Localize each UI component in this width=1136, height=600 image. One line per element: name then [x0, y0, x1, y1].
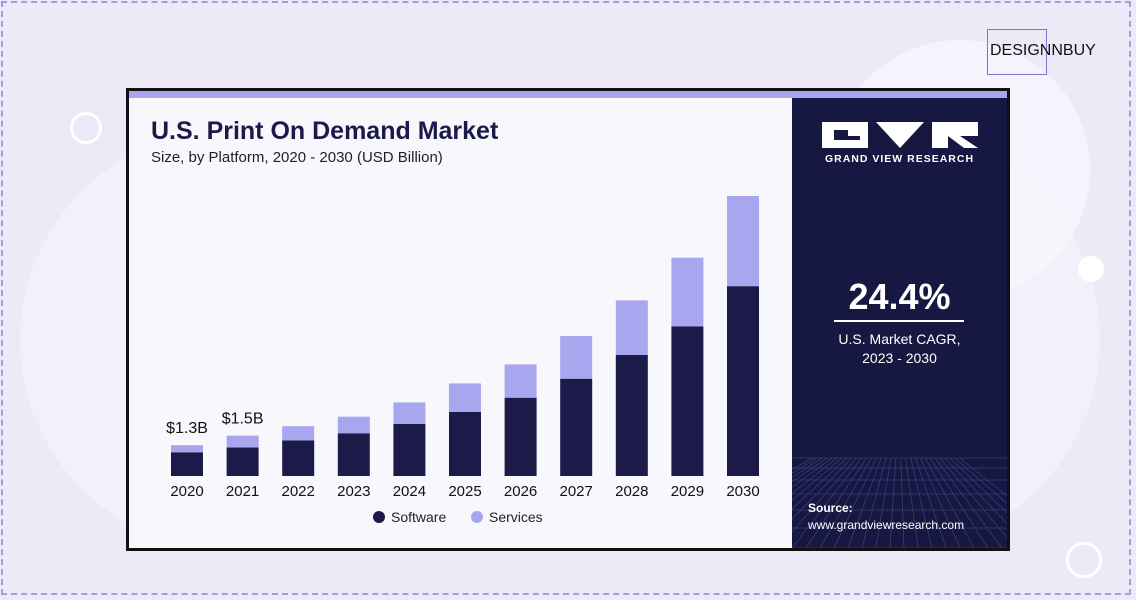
bar-software-2027	[560, 378, 593, 476]
x-tick-label: 2022	[282, 483, 315, 500]
bar-software-2028	[615, 354, 648, 476]
bar-services-2029	[671, 257, 704, 327]
bar-services-2021	[226, 435, 259, 448]
cagr-value: 24.4%	[848, 276, 951, 317]
bar-services-2024	[393, 402, 426, 424]
x-tick-label: 2021	[226, 483, 259, 500]
bar-software-2020	[171, 452, 203, 476]
source-label: Source:	[808, 501, 853, 515]
data-label: $1.3B	[166, 420, 208, 437]
cagr-label-line1: U.S. Market CAGR,	[838, 331, 961, 347]
legend-marker-services	[471, 511, 483, 523]
cagr-divider	[834, 320, 964, 322]
x-tick-label: 2024	[393, 483, 426, 500]
x-tick-label: 2026	[504, 483, 537, 500]
brand-watermark: DESIGNNBUY	[990, 42, 1096, 59]
x-tick-label: 2020	[170, 483, 203, 500]
x-tick-label: 2028	[615, 483, 648, 500]
x-tick-label: 2027	[560, 483, 593, 500]
legend-label-services: Services	[489, 509, 543, 525]
bar-software-2022	[282, 440, 315, 476]
logo-wordmark: GRAND VIEW RESEARCH	[824, 153, 975, 165]
legend-label-software: Software	[391, 509, 446, 525]
decorative-ring	[1066, 542, 1102, 578]
bar-software-2026	[504, 397, 537, 476]
bar-services-2030	[727, 195, 759, 287]
chart-title: U.S. Print On Demand Market	[151, 117, 499, 145]
bar-software-2023	[337, 433, 370, 476]
bar-software-2025	[449, 411, 481, 476]
chart-subtitle: Size, by Platform, 2020 - 2030 (USD Bill…	[151, 149, 443, 166]
bar-services-2026	[504, 364, 537, 398]
perspective-grid-decoration	[792, 457, 1007, 548]
bar-services-2020	[171, 445, 203, 453]
cagr-label: U.S. Market CAGR, 2023 - 2030	[792, 330, 1007, 368]
x-tick-label: 2030	[726, 483, 759, 500]
bar-chart: 2020 2021 2022 2023 2024 2025 2026 2027 2028 2029…	[166, 195, 760, 525]
x-tick-label: 2025	[448, 483, 481, 500]
bar-software-2024	[393, 423, 426, 476]
source-url: www.grandviewresearch.com	[808, 518, 965, 532]
bar-software-2030	[727, 286, 759, 476]
infographic-card: U.S. Print On Demand Market Size, by Pla…	[126, 88, 1010, 551]
x-tick-label: 2023	[337, 483, 370, 500]
bar-services-2028	[615, 300, 648, 355]
bar-services-2023	[337, 416, 370, 434]
gvr-logo-icon	[822, 122, 978, 148]
sidebar-panel: GRAND VIEW RESEARCH 24.4% U.S. Market CA…	[792, 98, 1007, 548]
x-tick-label: 2029	[671, 483, 704, 500]
decorative-dot	[1078, 256, 1104, 282]
bar-software-2029	[671, 326, 704, 476]
bar-services-2027	[560, 335, 593, 379]
brand-box	[987, 29, 1047, 75]
cagr-label-line2: 2023 - 2030	[862, 350, 937, 366]
data-label: $1.5B	[222, 411, 264, 428]
legend-marker-software	[373, 511, 385, 523]
decorative-ring	[70, 112, 102, 144]
card-top-accent	[129, 91, 1007, 98]
bar-services-2022	[282, 426, 315, 441]
bar-services-2025	[449, 383, 481, 412]
bar-software-2021	[226, 447, 259, 476]
